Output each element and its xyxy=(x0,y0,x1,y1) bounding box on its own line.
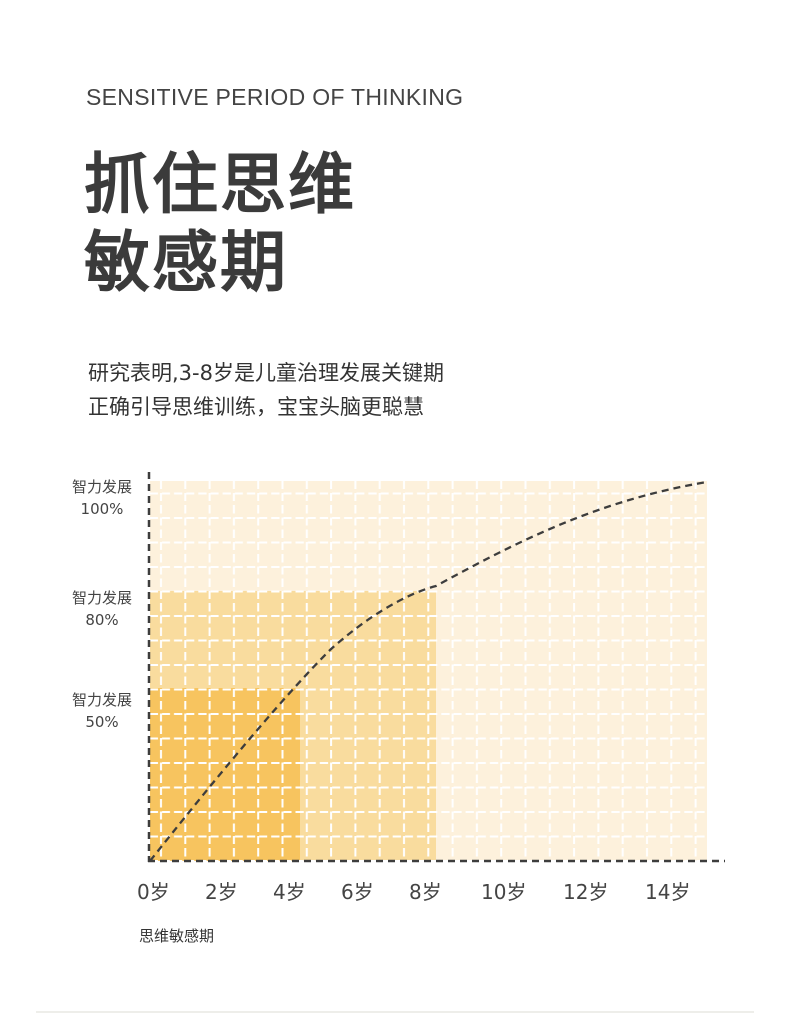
title-line-1: 抓住思维 xyxy=(84,146,356,223)
x-label: 4岁 xyxy=(273,880,306,904)
page-title: 抓住思维 敏感期 xyxy=(84,146,356,302)
grid xyxy=(150,481,707,861)
x-label: 8岁 xyxy=(409,880,442,904)
desc-line-2: 正确引导思维训练，宝宝头脑更聪慧 xyxy=(88,395,424,419)
chart-caption: 思维敏感期 xyxy=(139,927,215,945)
y-label-80: 智力发展 80% xyxy=(71,589,132,629)
x-label: 10岁 xyxy=(481,880,527,904)
y-label-50: 智力发展 50% xyxy=(71,691,132,731)
x-label: 12岁 xyxy=(563,880,609,904)
x-label: 14岁 xyxy=(645,880,691,904)
description: 研究表明,3-8岁是儿童治理发展关键期 正确引导思维训练，宝宝头脑更聪慧 xyxy=(88,356,444,424)
x-label: 6岁 xyxy=(341,880,374,904)
title-line-2: 敏感期 xyxy=(84,224,288,301)
footer-divider xyxy=(36,1011,754,1013)
x-label: 2岁 xyxy=(205,880,238,904)
x-label: 0岁 xyxy=(137,880,170,904)
desc-line-1: 研究表明,3-8岁是儿童治理发展关键期 xyxy=(88,361,444,385)
subtitle: SENSITIVE PERIOD OF THINKING xyxy=(86,84,464,110)
growth-curve xyxy=(149,480,708,862)
y-label-100: 智力发展 100% xyxy=(71,478,132,518)
